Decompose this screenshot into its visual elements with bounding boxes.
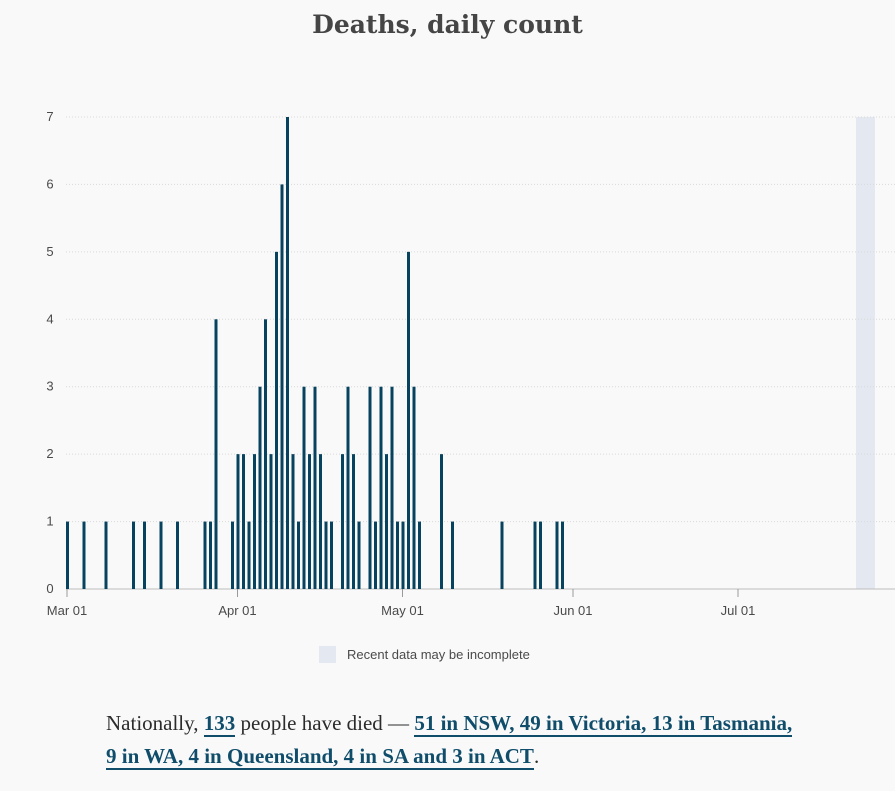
- y-tick-label-2: 2: [46, 446, 53, 461]
- bar-day-52: [352, 454, 355, 589]
- bar-day-42: [297, 521, 300, 589]
- bar-day-56: [374, 521, 377, 589]
- bar-day-39: [280, 184, 284, 589]
- bar-day-50: [341, 454, 344, 589]
- y-tick-label-0: 0: [46, 581, 53, 596]
- bar-day-68: [440, 454, 443, 589]
- bar-day-14: [143, 521, 146, 589]
- y-tick-label-3: 3: [46, 379, 53, 394]
- chart-title: Deaths, daily count: [312, 10, 583, 39]
- bar-day-64: [418, 521, 421, 589]
- bar-day-3: [82, 521, 86, 589]
- bar-day-0: [66, 521, 69, 589]
- bar-day-48: [330, 521, 333, 589]
- bar-day-86: [539, 521, 542, 589]
- daily-deaths-chart: 0 1 2 3 4 5 6 7 Mar 01 Apr 01 May 01 Jun 01 Jul 01: [46, 109, 895, 618]
- bar-day-62: [407, 251, 410, 589]
- x-tick-label-mar-01: Mar 01: [47, 603, 87, 618]
- y-tick-label-4: 4: [46, 311, 53, 326]
- summary-prefix: Nationally,: [106, 711, 204, 735]
- state-breakdown-link[interactable]: 51 in NSW, 49 in Victoria, 13 in Tasmani…: [106, 711, 793, 770]
- bar-day-57: [379, 386, 383, 589]
- bar-day-37: [269, 454, 273, 589]
- y-tick-label-6: 6: [46, 176, 53, 191]
- legend-swatch-incomplete: [319, 646, 336, 663]
- x-tick-label-may-01: May 01: [381, 603, 424, 618]
- x-tick-label-apr-01: Apr 01: [218, 603, 256, 618]
- bar-day-59: [390, 386, 394, 589]
- bar-day-60: [396, 521, 399, 589]
- bar-day-47: [324, 521, 328, 589]
- y-tick-label-5: 5: [46, 244, 53, 259]
- bar-day-31: [236, 454, 240, 589]
- bar-day-43: [302, 386, 306, 589]
- bar-day-55: [368, 386, 372, 589]
- legend: Recent data may be incomplete: [319, 646, 530, 663]
- x-tick-label-jul-01: Jul 01: [721, 603, 756, 618]
- summary-text: Nationally, 133 people have died — 51 in…: [106, 707, 806, 773]
- bar-day-46: [319, 454, 322, 589]
- bar-day-30: [231, 521, 234, 589]
- bar-day-34: [253, 454, 256, 589]
- bar-day-63: [412, 386, 416, 589]
- y-tick-label-7: 7: [46, 109, 53, 124]
- y-tick-label-1: 1: [46, 514, 53, 529]
- bar-day-40: [286, 117, 289, 589]
- bar-day-58: [385, 454, 388, 589]
- bar-day-41: [291, 454, 295, 589]
- bar-day-44: [308, 454, 311, 589]
- bar-day-33: [247, 521, 251, 589]
- total-deaths-link[interactable]: 133: [203, 711, 236, 737]
- bar-day-7: [104, 521, 108, 589]
- bar-day-25: [203, 521, 207, 589]
- bar-day-20: [176, 521, 179, 589]
- bar-day-61: [401, 521, 405, 589]
- bar-day-17: [159, 521, 163, 589]
- bar-day-27: [214, 319, 218, 589]
- bar-day-32: [242, 454, 245, 589]
- bar-day-12: [132, 521, 135, 589]
- legend-label-incomplete: Recent data may be incomplete: [347, 647, 530, 662]
- summary-middle: people have died —: [235, 711, 415, 735]
- bar-day-51: [346, 386, 350, 589]
- bar-day-79: [500, 521, 504, 589]
- bar-day-38: [275, 251, 278, 589]
- x-tick-label-jun-01: Jun 01: [553, 603, 592, 618]
- bar-day-90: [561, 521, 564, 589]
- bar-day-70: [451, 521, 454, 589]
- bar-day-36: [264, 319, 267, 589]
- bar-day-35: [258, 386, 262, 589]
- bar-day-26: [209, 521, 212, 589]
- incomplete-data-region: [856, 117, 875, 589]
- bar-day-45: [313, 386, 317, 589]
- bar-day-53: [357, 521, 361, 589]
- summary-suffix: .: [533, 744, 540, 768]
- bar-day-89: [555, 521, 559, 589]
- bar-day-85: [533, 521, 537, 589]
